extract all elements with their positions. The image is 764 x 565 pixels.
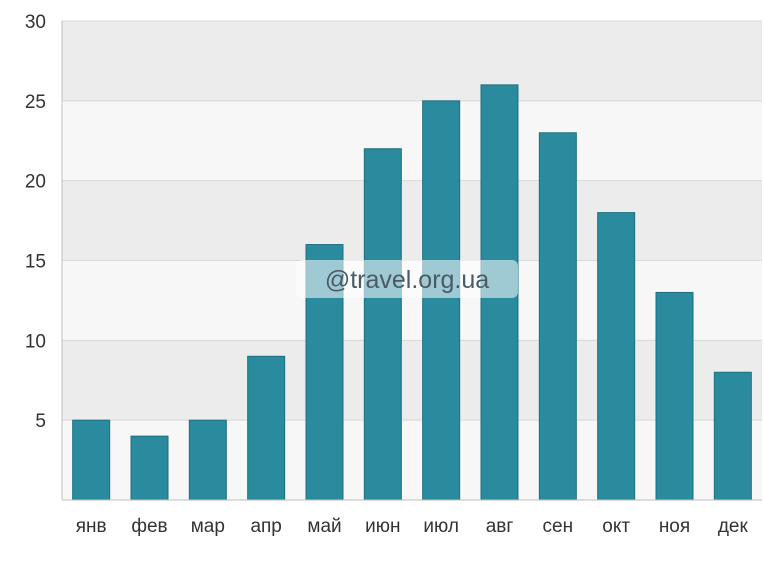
bar-ноя <box>655 291 694 501</box>
plot-band <box>62 100 762 181</box>
plot-band <box>62 21 762 101</box>
bars <box>72 84 752 501</box>
y-tick-label: 10 <box>25 331 46 352</box>
plot-band <box>62 340 762 421</box>
plot-band <box>62 180 762 261</box>
x-tick-label: сен <box>543 516 574 537</box>
y-tick-label: 15 <box>25 252 46 273</box>
watermark-background <box>296 260 518 298</box>
x-axis-labels: янв фев мар апр май июн июл авг сен окт ноя дек <box>76 516 749 537</box>
x-tick-label: апр <box>250 516 281 537</box>
x-tick-label: май <box>307 516 341 537</box>
y-tick-label: 25 <box>25 92 46 113</box>
x-tick-label: ноя <box>659 516 690 537</box>
bar-июн <box>363 148 402 501</box>
y-tick-label: 5 <box>35 411 46 432</box>
bar-сен <box>538 132 577 501</box>
watermark-text: @travel.org.ua <box>325 266 489 294</box>
bar-апр <box>247 355 286 501</box>
bar-мар <box>188 419 227 501</box>
bar-фев <box>130 435 169 501</box>
bar-дек <box>713 371 752 501</box>
x-tick-label: окт <box>602 516 630 537</box>
x-tick-label: авг <box>486 516 514 537</box>
watermark: @travel.org.ua <box>296 260 518 298</box>
y-tick-label: 30 <box>25 12 46 33</box>
y-axis-ticks: 5 10 15 20 25 30 <box>25 12 46 432</box>
x-tick-label: янв <box>76 516 107 537</box>
x-tick-label: фев <box>131 516 167 537</box>
bar-окт <box>597 212 636 501</box>
x-tick-label: июл <box>423 516 459 537</box>
y-tick-label: 20 <box>25 172 46 193</box>
plot-band <box>62 420 762 500</box>
x-tick-label: мар <box>191 516 225 537</box>
x-tick-label: июн <box>365 516 400 537</box>
bar-янв <box>72 419 111 501</box>
bar-июл <box>422 100 461 501</box>
x-tick-label: дек <box>718 516 749 537</box>
